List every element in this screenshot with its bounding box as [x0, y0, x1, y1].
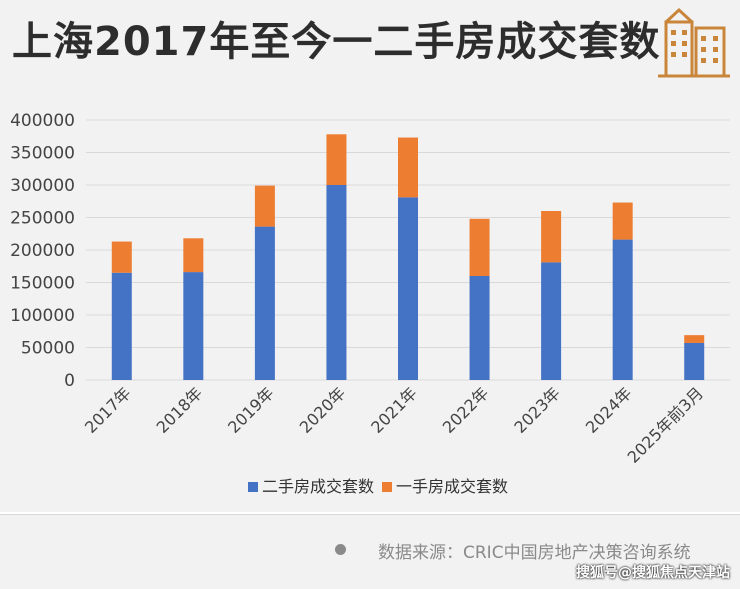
bar-secondhand: [541, 262, 562, 380]
stacked-bar-chart: 0 50000 100000 150000 200000 250000 300000 3500…: [10, 111, 730, 496]
y-tick-label: 350000: [10, 144, 75, 164]
x-tick-label: 2022年: [439, 383, 493, 437]
y-tick-label: 100000: [10, 306, 75, 326]
y-tick-label: 250000: [10, 209, 75, 229]
x-tick-label: 2018年: [153, 383, 207, 437]
page-title: 上海2017年至今一二手房成交套数: [12, 19, 661, 65]
legend-swatch: [248, 482, 258, 492]
bar-secondhand: [254, 226, 275, 380]
footer: [0, 515, 740, 589]
bar-newhome: [684, 335, 705, 343]
header-banner: [0, 0, 740, 92]
bar-newhome: [111, 241, 132, 273]
bar-newhome: [541, 211, 562, 263]
source-text: 数据来源：CRIC中国房地产决策咨询系统: [378, 543, 691, 563]
bar-secondhand: [469, 276, 490, 380]
bar-newhome: [398, 137, 418, 198]
x-tick-label: 2019年: [224, 383, 278, 437]
bar-newhome: [183, 238, 204, 273]
bar-secondhand: [183, 272, 204, 380]
bar-secondhand: [326, 185, 347, 380]
divider: [0, 514, 740, 515]
bar-newhome: [469, 218, 490, 276]
building-icon: [658, 7, 730, 78]
x-tick-label: 2017年: [81, 383, 135, 437]
x-tick-label: 2021年: [367, 383, 421, 437]
y-tick-label: 400000: [10, 111, 75, 131]
bar-secondhand: [111, 272, 132, 380]
x-tick-label: 2024年: [582, 383, 636, 437]
bar-secondhand: [684, 342, 705, 380]
y-tick-label: 50000: [21, 339, 75, 359]
y-tick-label: 150000: [10, 274, 75, 294]
x-tick-label: 2020年: [296, 383, 350, 437]
legend-swatch: [382, 482, 392, 492]
bar-secondhand: [612, 239, 633, 380]
y-tick-label: 200000: [10, 241, 75, 261]
x-tick-label: 2023年: [510, 383, 564, 437]
bar-newhome: [254, 185, 275, 227]
legend-label: 一手房成交套数: [396, 477, 508, 496]
watermark: 搜狐号@搜狐焦点天津站: [576, 565, 730, 581]
x-tick-label: 2025年前3月: [624, 383, 707, 466]
dot-icon: [335, 544, 346, 555]
bar-newhome: [612, 202, 633, 240]
y-tick-label: 0: [64, 371, 75, 391]
bar-newhome: [326, 134, 347, 185]
legend-label: 二手房成交套数: [262, 477, 374, 496]
y-tick-label: 300000: [10, 176, 75, 196]
bar-secondhand: [398, 197, 418, 380]
